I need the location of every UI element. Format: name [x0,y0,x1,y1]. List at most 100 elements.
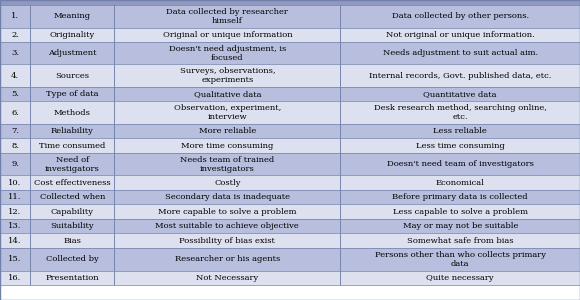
Bar [0,176,580,190]
Text: Before primary data is collected: Before primary data is collected [393,193,528,201]
Bar [0,219,30,233]
Text: Economical: Economical [436,179,485,187]
Bar [114,101,340,124]
Bar [340,87,580,101]
Bar [340,205,580,219]
Bar [114,42,340,64]
Bar [30,205,114,219]
Bar [0,42,30,64]
Bar [0,139,580,153]
Text: 14.: 14. [8,237,22,245]
Bar [30,124,114,139]
Bar [0,87,30,101]
Bar [30,42,114,64]
Text: 11.: 11. [8,193,22,201]
Bar [114,5,340,28]
Bar [340,153,580,176]
Bar [114,233,340,248]
Bar [0,124,580,139]
Bar [30,271,114,285]
Bar [30,176,114,190]
Text: Reliability: Reliability [51,127,93,135]
Text: Capability: Capability [50,208,94,216]
Text: Suitability: Suitability [50,222,94,230]
Text: Surveys, observations,
experiments: Surveys, observations, experiments [180,67,275,84]
Bar [114,219,340,233]
Bar [0,153,30,176]
Bar [30,64,114,87]
Bar [0,0,580,5]
Text: Adjustment: Adjustment [48,49,96,57]
Text: Need of
investigators: Need of investigators [45,156,100,173]
Bar [0,28,580,42]
Text: Originality: Originality [49,31,95,39]
Bar [114,139,340,153]
Text: 10.: 10. [9,179,21,187]
Bar [340,219,580,233]
Bar [340,271,580,285]
Text: More time consuming: More time consuming [181,142,274,150]
Text: 12.: 12. [9,208,21,216]
Bar [340,28,580,42]
Bar [0,271,580,285]
Text: Most suitable to achieve objective: Most suitable to achieve objective [155,222,299,230]
Text: 5.: 5. [11,90,19,98]
Text: Observation, experiment,
interview: Observation, experiment, interview [174,104,281,121]
Text: Secondary data is inadequate: Secondary data is inadequate [165,193,290,201]
Bar [30,233,114,248]
Bar [0,153,580,176]
Bar [0,5,30,28]
Text: Quite necessary: Quite necessary [426,274,494,282]
Bar [340,64,580,87]
Bar [340,124,580,139]
Bar [114,271,340,285]
Bar [0,64,30,87]
Bar [0,233,580,248]
Bar [340,233,580,248]
Text: Collected by: Collected by [46,255,99,263]
Bar [0,205,30,219]
Bar [114,176,340,190]
Bar [30,219,114,233]
Text: 8.: 8. [11,142,19,150]
Bar [0,64,580,87]
Bar [0,124,30,139]
Text: 16.: 16. [9,274,21,282]
Text: More reliable: More reliable [199,127,256,135]
Bar [340,176,580,190]
Text: Needs team of trained
investigators: Needs team of trained investigators [180,156,274,173]
Bar [30,101,114,124]
Text: Methods: Methods [54,109,90,117]
Bar [114,248,340,271]
Bar [30,5,114,28]
Text: Data collected by other persons.: Data collected by other persons. [392,12,529,20]
Bar [0,248,30,271]
Bar [0,271,30,285]
Text: Doesn't need adjustment, is
focused: Doesn't need adjustment, is focused [169,45,286,62]
Text: 4.: 4. [11,72,19,80]
Text: 7.: 7. [11,127,19,135]
Text: Somewhat safe from bias: Somewhat safe from bias [407,237,513,245]
Text: Less time consuming: Less time consuming [416,142,505,150]
Bar [0,190,30,205]
Bar [0,42,580,64]
Bar [340,42,580,64]
Bar [114,190,340,205]
Text: Less capable to solve a problem: Less capable to solve a problem [393,208,528,216]
Bar [0,190,580,205]
Text: 3.: 3. [11,49,19,57]
Bar [30,87,114,101]
Bar [340,190,580,205]
Text: Researcher or his agents: Researcher or his agents [175,255,280,263]
Text: Not Necessary: Not Necessary [196,274,259,282]
Text: Qualitative data: Qualitative data [194,90,261,98]
Text: Internal records, Govt. published data, etc.: Internal records, Govt. published data, … [369,72,552,80]
Bar [114,205,340,219]
Bar [30,28,114,42]
Text: Collected when: Collected when [39,193,105,201]
Text: Costly: Costly [214,179,241,187]
Bar [0,205,580,219]
Bar [114,64,340,87]
Text: Data collected by researcher
himself: Data collected by researcher himself [166,8,288,25]
Text: More capable to solve a problem: More capable to solve a problem [158,208,296,216]
